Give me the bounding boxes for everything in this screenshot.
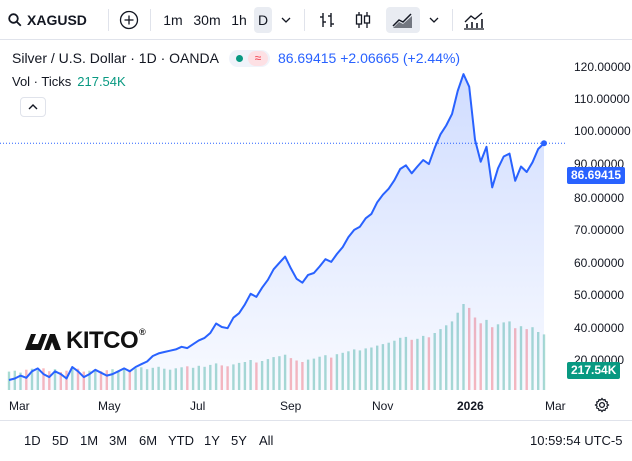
bottom-toolbar: 1D 5D 1M 3M 6M YTD 1Y 5Y All 10:59:54 UT… [0,420,632,461]
price-tick: 50.00000 [574,288,625,302]
symbol-search[interactable]: XAGUSD [8,7,87,33]
top-toolbar: XAGUSD 1m 30m 1h D [0,0,632,40]
range-1y[interactable]: 1Y [204,433,220,448]
price-tick: 60.00000 [574,256,625,270]
chevron-down-icon [281,17,291,23]
interval-1h[interactable]: 1h [231,12,247,28]
interval-30m[interactable]: 30m [193,12,221,28]
clock[interactable]: 10:59:54 UTC-5 [530,433,623,448]
area-chart-type-button[interactable] [386,7,420,33]
time-tick: Jul [190,399,206,413]
price-area-fill [9,74,544,390]
time-tick: Mar [545,399,566,413]
range-all[interactable]: All [259,433,274,448]
wave-icon: ≈ [247,50,268,66]
search-icon [8,13,22,27]
candles-icon [355,12,371,28]
current-price-label: 86.69415 [567,167,626,184]
area-chart-icon [392,13,412,28]
range-1d[interactable]: 1D [24,433,41,448]
indicators-icon [464,12,484,30]
range-3m[interactable]: 3M [109,433,128,448]
range-5d[interactable]: 5D [52,433,69,448]
volume-value: 217.54K [77,74,126,89]
chart-settings-button[interactable] [594,397,610,413]
current-volume-label: 217.54K [567,362,621,379]
price-tick: 40.00000 [574,321,625,335]
price-tick: 80.00000 [574,191,625,205]
volume-label: Vol · Ticks [12,74,72,89]
price-line [8,73,545,381]
candle-chart-type-button[interactable] [350,7,376,33]
compare-button[interactable] [116,7,142,33]
range-5y[interactable]: 5Y [231,433,247,448]
price-tick: 120.00000 [574,60,631,74]
bars-icon [320,13,334,27]
range-6m[interactable]: 6M [139,433,158,448]
time-tick: Nov [372,399,394,413]
range-1m[interactable]: 1M [80,433,99,448]
add-circle-icon [119,10,139,30]
chevron-up-icon [28,104,38,110]
interval-d[interactable]: D [254,7,272,33]
chart-legend: Silver / U.S. Dollar · 1D · OANDA ≈ 86.6… [12,49,460,67]
kitco-mark-icon [25,334,61,350]
last-price-dot [541,140,547,147]
price-tick: 110.00000 [574,92,630,106]
market-open-dot-icon [235,54,243,62]
legend-title: Silver / U.S. Dollar · 1D · OANDA [12,50,219,66]
chart-type-dropdown[interactable] [424,7,444,33]
legend-price-change: 86.69415 +2.06665 (+2.44%) [277,50,461,66]
interval-dropdown[interactable] [276,7,296,33]
price-tick: 100.00000 [574,124,631,138]
collapse-legend-button[interactable] [20,97,46,117]
price-tick: 70.00000 [574,223,625,237]
chevron-down-icon [429,17,439,23]
indicators-button[interactable] [460,7,488,33]
symbol-name: XAGUSD [27,12,87,28]
time-tick: Sep [280,399,302,413]
market-status-badge[interactable]: ≈ [228,49,270,67]
gear-icon [594,397,610,413]
time-tick-year: 2026 [457,399,484,413]
time-tick: May [98,399,121,413]
range-ytd[interactable]: YTD [168,433,194,448]
volume-legend: Vol · Ticks 217.54K [12,74,126,89]
time-tick: Mar [9,399,30,413]
kitco-logo: KITCO® [24,327,146,355]
interval-1m[interactable]: 1m [163,12,183,28]
kitco-wordmark: KITCO® [66,327,146,354]
bar-chart-type-button[interactable] [314,7,340,33]
